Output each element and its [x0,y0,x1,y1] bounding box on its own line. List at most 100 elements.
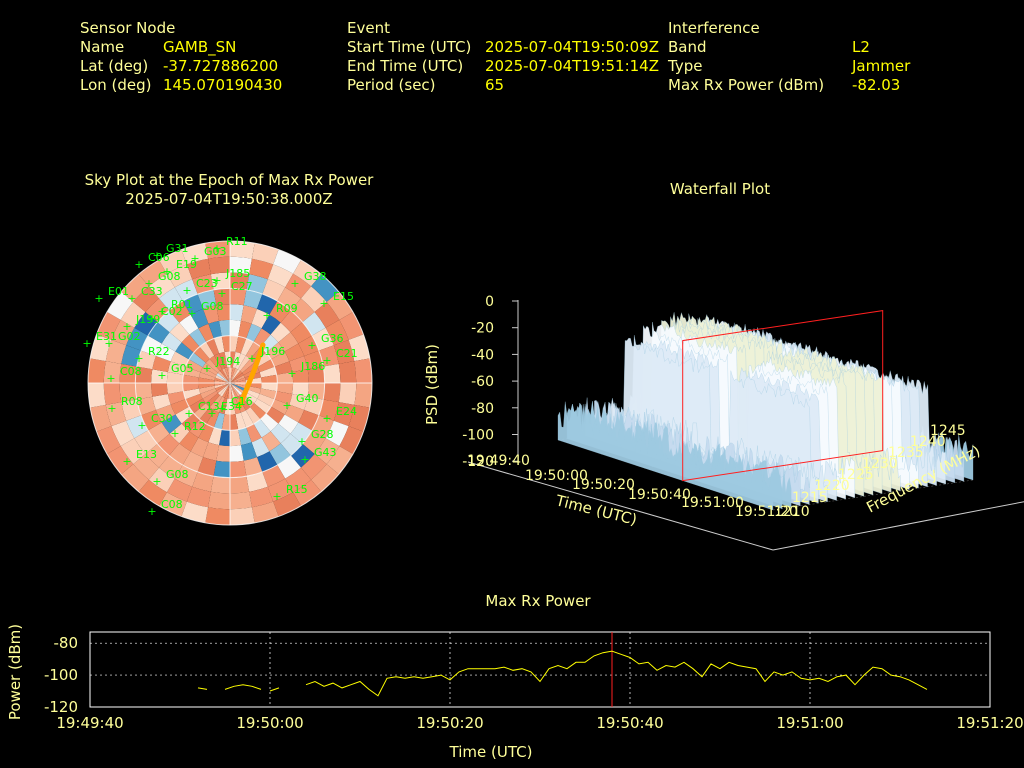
sky-cell [200,367,217,378]
sky-cell [148,467,175,493]
sky-sat-marker: + [134,352,143,365]
sky-cell [262,279,286,302]
sky-cell [155,343,176,362]
sky-sat-label: C08 [161,498,183,511]
wf-y-tick-label: 1210 [774,504,810,520]
waterfall-title: Waterfall Plot [669,180,771,198]
line-plot-series [197,650,928,697]
sky-cell [230,460,247,478]
sky-sat-marker: + [247,352,256,365]
sky-cell [261,314,281,335]
sky-cell [270,423,291,444]
sky-cell [240,410,254,428]
sky-sat-label: C06 [148,251,170,264]
sky-sat-label: C30 [151,412,173,425]
sky-cell [257,359,275,373]
sky-cell [217,383,230,396]
sky-sat-label: E15 [333,290,354,303]
sky-cell [323,383,341,403]
sky-cell [167,391,186,405]
sky-cell [151,383,168,397]
sky-sat-marker: + [122,455,131,468]
sky-cell [216,445,230,462]
sky-cell [189,398,206,414]
sky-cell [210,476,230,494]
sky-cell [338,383,357,405]
sky-cell [270,399,290,415]
sky-cell [246,471,268,492]
sky-cell [145,298,170,323]
sky-cell [222,368,230,383]
wf-z-tick-label: -120 [462,454,494,470]
sky-cell [292,383,309,397]
sky-cell [354,383,372,408]
sky-cell [189,419,207,438]
sky-cell [189,328,207,347]
sky-satellites: +R11+G31+C06+E19+G03+G08 +J185+G38+E15+E0… [82,235,357,518]
sky-cell [232,397,241,415]
sky-sat-label: R15 [286,483,308,496]
sky-cell [251,437,270,458]
sky-cell [190,308,209,329]
sky-cell [205,241,230,259]
sky-cell [136,350,156,370]
sky-cell [338,361,357,383]
sky-cell [105,402,127,427]
sky-cell [314,301,340,328]
sky-cell [230,383,238,398]
wf-z-tick-label: -20 [471,321,494,337]
sky-cell [221,414,230,431]
sky-cell [259,366,277,378]
sky-cell [267,264,294,288]
sky-sat-marker: + [282,399,291,412]
sky-cell [214,383,230,389]
sky-cell [103,361,122,383]
sky-cell [198,383,215,389]
sky-cell [152,393,171,410]
sky-sat-label: C23 [196,277,218,290]
line-plot-series-segment [269,687,280,692]
sky-cell [111,319,135,346]
sky-sat-marker: + [297,435,306,448]
sky-cell [246,423,262,443]
sky-cell [206,338,220,356]
sky-cell [141,335,162,357]
sky-cell [235,353,246,370]
sky-track-line [237,342,266,408]
sky-sat-marker: + [104,337,113,350]
sensor-name-value: GAMB_SN [163,38,237,56]
sky-cell [167,361,186,375]
sky-cell [300,286,327,313]
sky-cell [251,501,279,523]
sky-sat-marker: + [127,292,136,305]
sky-cell [155,404,176,423]
sky-cell [90,404,112,432]
line-plot-x-tick-label: 19:51:00 [776,714,843,732]
line-plot-x-axis-label: Time (UTC) [449,743,533,761]
line-plot-series-segment [224,684,262,690]
sky-sat-label: C27 [231,280,253,293]
sky-cell [181,243,209,265]
sky-cell [325,319,349,346]
sky-cell [266,406,285,424]
sky-cell [246,323,262,343]
sky-cell [230,335,239,352]
sky-cell [213,460,230,478]
sky-cell [103,383,122,405]
sky-sat-marker: + [157,305,166,318]
line-plot-series-segment [305,650,928,697]
sky-cell [304,350,324,370]
sky-sat-label: C16 [231,395,253,408]
sky-sat-marker: + [290,277,299,290]
sky-cell [260,334,279,353]
sky-cell [273,492,301,517]
sky-sat-label: E31 [96,330,117,343]
sky-cell [119,363,137,383]
sky-cell [161,332,182,352]
sky-cell [257,393,275,407]
sky-sat-marker: + [212,274,221,287]
sky-cell [333,402,355,427]
sky-sat-label: J196 [260,345,285,358]
sky-cell [230,383,233,399]
sky-sat-label: G38 [304,270,327,283]
